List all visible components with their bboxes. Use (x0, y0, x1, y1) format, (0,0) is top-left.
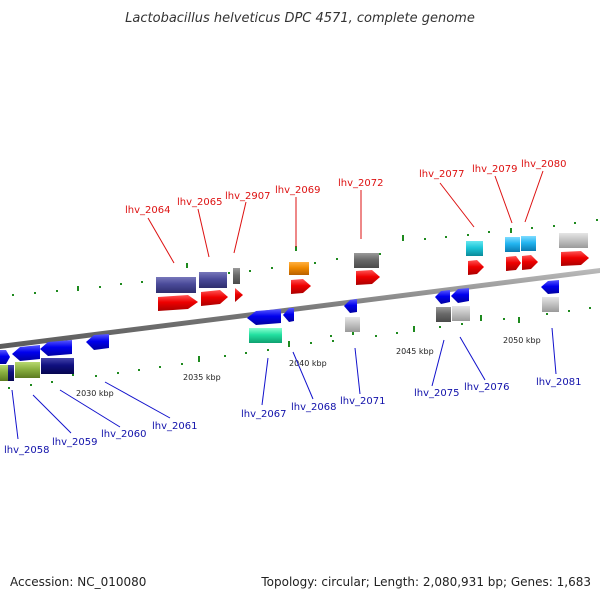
leader-lhv-2080 (524, 170, 544, 223)
gene-label-lhv-2058[interactable]: lhv_2058 (4, 445, 49, 456)
accession-text: Accession: NC_010080 (10, 575, 146, 589)
genome-title: Lactobacillus helveticus DPC 4571, compl… (125, 11, 475, 26)
gene-arrow-blue-9[interactable] (451, 288, 469, 303)
gene-feature-lhv-2058-b[interactable] (8, 365, 14, 381)
gene-arrow-blue-4[interactable] (86, 334, 109, 350)
gene-arrow-red-4[interactable] (291, 279, 311, 294)
gene-feature-lhv-2064[interactable] (156, 277, 196, 293)
gene-arrow-red-3[interactable] (235, 288, 243, 302)
genome-backbone (0, 268, 600, 349)
leader-lhv-2059 (32, 394, 72, 434)
gene-feature-lhv-2075[interactable] (436, 307, 451, 322)
gene-arrow-red-6[interactable] (468, 260, 484, 275)
gene-arrow-red-8[interactable] (522, 255, 538, 270)
gene-label-lhv-2068[interactable]: lhv_2068 (291, 402, 336, 413)
gene-label-lhv-2071[interactable]: lhv_2071 (340, 396, 385, 407)
genome-info-text: Topology: circular; Length: 2,080,931 bp… (260, 575, 591, 589)
gene-feature-lhv-2065[interactable] (199, 272, 227, 288)
gene-feature-lhv-2077[interactable] (466, 241, 483, 256)
gene-feature-lhv-2071[interactable] (345, 317, 360, 332)
gene-arrow-red-2[interactable] (201, 290, 228, 306)
gene-label-lhv-2075[interactable]: lhv_2075 (414, 388, 459, 399)
gene-label-lhv-2079[interactable]: lhv_2079 (472, 164, 517, 175)
gene-arrow-blue-1[interactable] (0, 350, 10, 364)
gene-label-lhv-2072[interactable]: lhv_2072 (338, 178, 383, 189)
gene-arrow-blue-2[interactable] (12, 345, 40, 361)
gene-label-lhv-2064[interactable]: lhv_2064 (125, 205, 170, 216)
gene-feature-lhv-2081[interactable] (542, 297, 559, 312)
gene-feature-right-gray[interactable] (559, 233, 588, 248)
gene-arrow-red-7[interactable] (506, 256, 521, 271)
gene-feature-lhv-2072-upper[interactable] (354, 253, 379, 268)
gene-label-lhv-2076[interactable]: lhv_2076 (464, 382, 509, 393)
gene-arrow-blue-8[interactable] (435, 290, 450, 304)
leader-lhv-2060 (59, 389, 121, 428)
kbp-label-2035: 2035 kbp (183, 373, 221, 382)
leader-lhv-2076 (459, 336, 486, 381)
kbp-label-2045: 2045 kbp (396, 347, 434, 356)
gene-label-lhv-2081[interactable]: lhv_2081 (536, 377, 581, 388)
leader-lhv-2067 (261, 357, 269, 406)
gene-arrow-blue-10[interactable] (541, 280, 559, 294)
gene-feature-lhv-2059[interactable] (15, 362, 40, 378)
gene-feature-lhv-2907[interactable] (233, 268, 240, 284)
gene-label-lhv-2077[interactable]: lhv_2077 (419, 169, 464, 180)
kbp-label-2030: 2030 kbp (76, 389, 114, 398)
gene-feature-lhv-2060[interactable] (41, 358, 74, 374)
leader-lhv-2907 (233, 201, 247, 254)
gene-arrow-red-1[interactable] (158, 295, 198, 311)
gene-arrow-blue-3[interactable] (40, 340, 72, 356)
gene-label-lhv-2061[interactable]: lhv_2061 (152, 421, 197, 432)
gene-arrow-blue-7[interactable] (344, 299, 357, 313)
leader-lhv-2071 (354, 347, 361, 395)
leader-lhv-2075 (431, 339, 445, 387)
gene-feature-lhv-2069[interactable] (289, 262, 309, 275)
leader-lhv-2068 (292, 351, 314, 400)
gene-label-lhv-2059[interactable]: lhv_2059 (52, 437, 97, 448)
gene-label-lhv-2065[interactable]: lhv_2065 (177, 197, 222, 208)
gene-feature-lhv-2080[interactable] (521, 236, 536, 251)
kbp-label-2040: 2040 kbp (289, 359, 327, 368)
leader-lhv-2077 (439, 182, 475, 228)
gene-feature-lhv-2076[interactable] (452, 306, 470, 321)
leader-lhv-2079 (494, 175, 513, 224)
leader-lhv-2064 (147, 217, 175, 264)
kbp-label-2050: 2050 kbp (503, 336, 541, 345)
leader-lhv-2061 (104, 381, 171, 419)
gene-label-lhv-2080[interactable]: lhv_2080 (521, 159, 566, 170)
leader-lhv-2065 (197, 208, 210, 258)
gene-label-lhv-2067[interactable]: lhv_2067 (241, 409, 286, 420)
leader-lhv-2081 (551, 327, 557, 375)
gene-feature-lhv-2058[interactable] (0, 365, 8, 381)
gene-arrow-blue-6[interactable] (283, 308, 294, 322)
gene-label-lhv-2907[interactable]: lhv_2907 (225, 191, 270, 202)
gene-label-lhv-2060[interactable]: lhv_2060 (101, 429, 146, 440)
gene-feature-lhv-2067[interactable] (249, 328, 282, 343)
gene-label-lhv-2069[interactable]: lhv_2069 (275, 185, 320, 196)
gene-arrow-red-9[interactable] (561, 251, 589, 266)
gene-arrow-red-5[interactable] (356, 270, 380, 285)
gene-feature-lhv-2079[interactable] (505, 237, 520, 252)
gene-arrow-blue-5[interactable] (247, 309, 281, 325)
leader-lhv-2058 (11, 389, 19, 440)
